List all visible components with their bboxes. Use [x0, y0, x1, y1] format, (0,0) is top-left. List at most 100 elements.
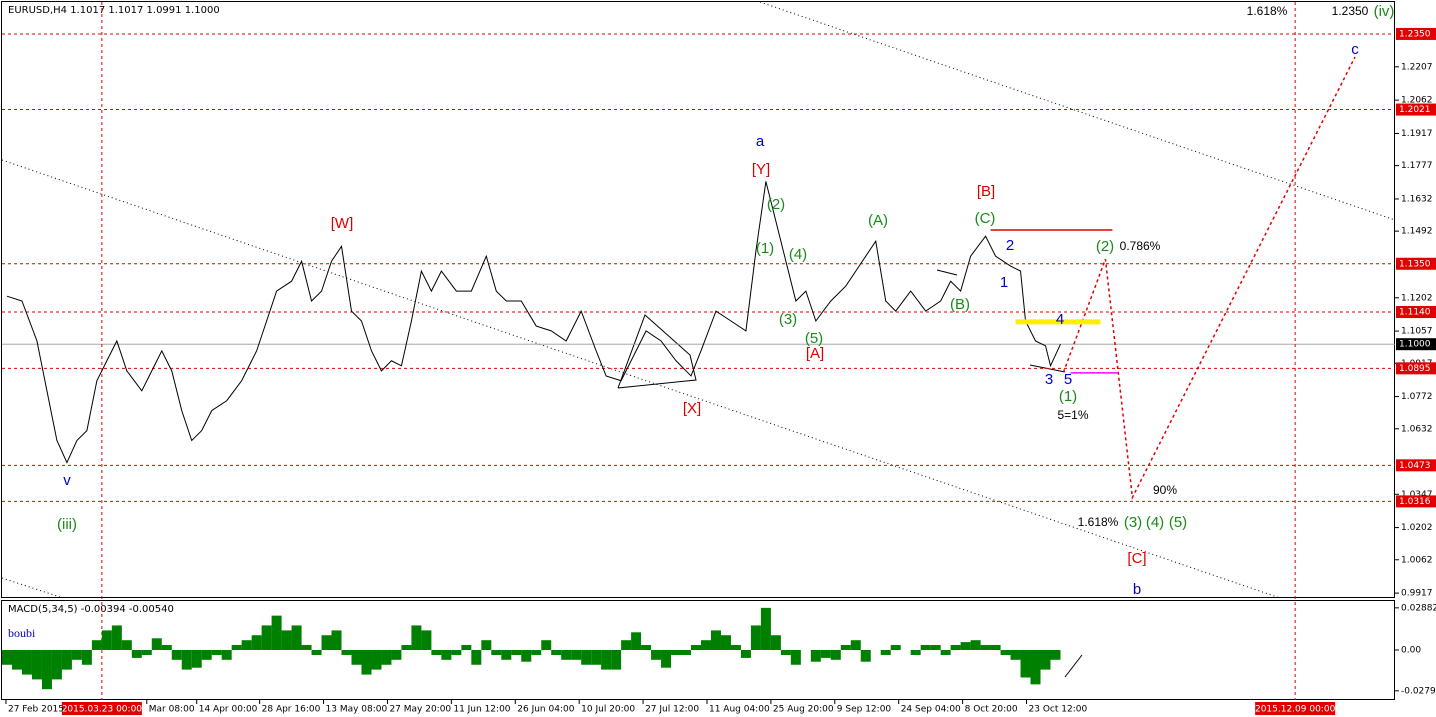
wave-label: [A]	[806, 345, 824, 362]
macd-bar	[431, 650, 442, 655]
wave-label: (iii)	[57, 516, 77, 533]
macd-bar	[621, 640, 632, 650]
x-tick-label: 27 May 20:00	[389, 705, 451, 715]
wave-label: (3)	[1124, 514, 1142, 531]
x-tick-label: 28 Apr 16:00	[262, 705, 321, 715]
macd-bar	[720, 635, 731, 650]
macd-bar	[211, 650, 222, 655]
macd-subtitle: boubi	[8, 626, 36, 640]
macd-bar	[441, 650, 452, 660]
macd-bar	[31, 650, 42, 680]
macd-bar	[820, 650, 831, 658]
macd-bar	[451, 650, 462, 655]
macd-bar	[71, 650, 82, 660]
macd-bar	[321, 635, 332, 650]
macd-bar	[990, 645, 1001, 650]
x-tick-label: 11 Jun 12:00	[453, 705, 510, 715]
wave-label: [Y]	[752, 161, 770, 178]
macd-bar	[61, 650, 72, 670]
macd-bar	[1040, 650, 1051, 670]
level-label: 1.2021	[1399, 105, 1431, 115]
level-label-bg	[1396, 27, 1436, 40]
price-line	[6, 181, 1061, 464]
macd-bar	[51, 650, 62, 680]
wave-label: 5	[1064, 371, 1072, 388]
macd-bar	[391, 650, 402, 660]
macd-bar	[970, 640, 981, 650]
wave-label: (1)	[756, 240, 774, 257]
macd-bar	[641, 645, 652, 650]
y-tick-label: 1.1777	[1401, 161, 1433, 171]
macd-bar	[710, 630, 721, 650]
level-label: 1.1140	[1399, 308, 1431, 318]
wave-label: (B)	[950, 296, 970, 313]
macd-bar	[351, 650, 362, 665]
macd-bar	[501, 650, 512, 660]
x-tick-label: 9 Sep 12:00	[837, 705, 892, 715]
macd-bar	[421, 630, 432, 650]
macd-bar	[700, 640, 711, 650]
y-tick-label: 1.0202	[1401, 523, 1433, 533]
macd-y-tick-label: -0.0279	[1401, 686, 1436, 696]
vertical-label-bg	[1255, 702, 1336, 715]
macd-bar	[910, 650, 921, 655]
macd-bar	[181, 650, 192, 670]
wave-label: (5)	[1169, 514, 1187, 531]
drawn-line	[1062, 56, 1356, 501]
macd-bar	[111, 625, 122, 650]
wave-label: b	[1133, 581, 1141, 598]
macd-bar	[681, 650, 692, 655]
macd-bar	[491, 650, 502, 655]
level-label: 1.2350	[1399, 29, 1431, 39]
macd-title: MACD(5,34,5) -0.00394 -0.00540	[8, 604, 174, 615]
macd-bar	[611, 650, 622, 670]
macd-bar	[91, 640, 102, 650]
wave-label: 1.618%	[1247, 4, 1288, 18]
wave-label: c	[1351, 41, 1359, 58]
x-tick-label: 24 Sep 04:00	[901, 705, 961, 715]
y-tick-label: 0.9917	[1401, 589, 1433, 599]
wave-label: [X]	[683, 400, 701, 417]
macd-bar	[780, 650, 791, 655]
macd-bar	[571, 650, 582, 660]
macd-bar	[101, 630, 112, 650]
chart-title: EURUSD,H4 1.1017 1.1017 1.0991 1.1000	[8, 5, 220, 16]
macd-bar	[790, 650, 801, 665]
wave-label: 3	[1045, 371, 1053, 388]
macd-bar	[231, 645, 242, 650]
x-tick-label: 10 Jul 20:00	[581, 705, 635, 715]
macd-bar	[671, 650, 682, 655]
macd-bar	[1010, 650, 1021, 660]
wave-label: 0.786%	[1120, 239, 1161, 253]
wave-label: [W]	[331, 215, 354, 232]
wave-label: (4)	[789, 246, 807, 263]
x-tick-label: 26 Jun 04:00	[517, 705, 574, 715]
level-label-bg	[1396, 257, 1436, 270]
macd-bar	[11, 650, 22, 670]
wave-label: 1	[1000, 274, 1008, 291]
macd-bar	[471, 650, 482, 665]
macd-bar	[21, 650, 32, 675]
macd-bar	[1, 650, 12, 665]
macd-bar	[920, 645, 931, 650]
macd-bar	[131, 650, 142, 658]
wave-label: (3)	[779, 311, 797, 328]
macd-bar	[461, 645, 472, 650]
y-tick-label: 1.1917	[1401, 129, 1433, 139]
macd-bar	[730, 645, 741, 650]
x-tick-label: 27 Feb 2015	[8, 705, 64, 715]
current-price-bg	[1396, 338, 1436, 351]
macd-bar	[950, 645, 961, 650]
y-tick-label: 1.1057	[1401, 327, 1433, 337]
level-label-bg	[1396, 495, 1436, 508]
level-label-bg	[1396, 306, 1436, 319]
level-label: 1.0316	[1399, 497, 1431, 507]
macd-y-tick-label: 0.00	[1401, 646, 1421, 656]
y-tick-label: 1.2207	[1401, 62, 1433, 72]
wave-label: 90%	[1153, 483, 1177, 497]
macd-bar	[810, 650, 821, 662]
level-label: 1.0473	[1399, 461, 1431, 471]
macd-bar	[890, 645, 901, 650]
macd-bar	[291, 625, 302, 650]
macd-bar	[1050, 650, 1061, 660]
